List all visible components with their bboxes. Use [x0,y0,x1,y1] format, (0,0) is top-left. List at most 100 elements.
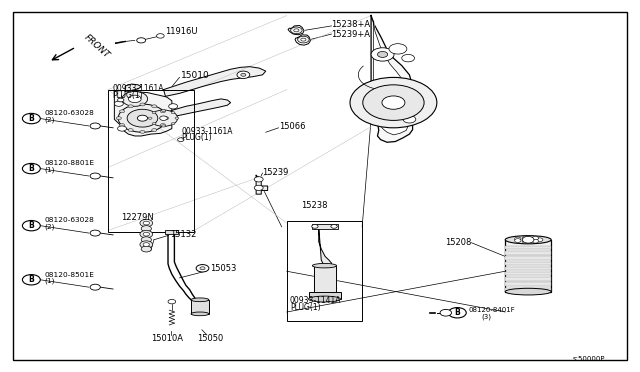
Circle shape [161,110,166,113]
Bar [108,90,194,232]
Text: PLUG(1): PLUG(1) [290,303,321,312]
Polygon shape [374,21,408,135]
Circle shape [162,109,166,112]
Circle shape [403,116,416,123]
Circle shape [171,122,175,125]
Circle shape [128,129,133,132]
Circle shape [138,115,148,121]
Polygon shape [371,16,413,142]
Circle shape [141,246,152,252]
Circle shape [298,36,309,43]
Text: 08120-8501E: 08120-8501E [44,272,94,278]
Circle shape [449,308,467,318]
Circle shape [152,105,157,108]
Text: 12279N: 12279N [121,213,154,222]
Text: 15208: 15208 [445,238,472,247]
Circle shape [120,124,125,126]
Text: 15066: 15066 [279,122,306,131]
Bar [505,240,551,292]
Circle shape [164,117,169,120]
Circle shape [515,237,521,241]
Text: 00933-1161A: 00933-1161A [113,84,164,93]
Bar [505,267,551,270]
Circle shape [160,116,168,121]
Circle shape [389,44,407,54]
Bar [505,256,551,260]
Bar [287,221,362,321]
Bar [191,300,209,314]
Text: 15239+A: 15239+A [332,29,371,39]
Circle shape [171,112,175,114]
Bar [166,231,178,234]
Polygon shape [319,227,332,267]
Polygon shape [164,99,230,118]
Ellipse shape [312,263,337,268]
Text: (1): (1) [44,278,54,284]
Text: PLUG(1): PLUG(1) [113,91,143,100]
Circle shape [128,105,133,108]
Text: (3): (3) [481,314,491,320]
Polygon shape [164,67,266,96]
Text: B: B [28,221,34,230]
Circle shape [140,131,145,134]
Circle shape [140,231,153,238]
Circle shape [177,138,184,141]
Circle shape [129,95,141,103]
Circle shape [150,110,177,126]
Circle shape [440,310,452,316]
Text: 15132: 15132 [170,230,196,239]
Circle shape [143,232,150,236]
Text: 11916U: 11916U [166,27,198,36]
Bar [505,262,551,265]
Circle shape [140,241,153,248]
Text: 15053: 15053 [210,264,237,273]
Circle shape [532,237,538,240]
Ellipse shape [505,288,551,295]
Text: 08120-8401F: 08120-8401F [468,307,516,313]
Text: 15010A: 15010A [152,334,184,343]
Polygon shape [295,35,310,45]
Circle shape [522,236,529,240]
Polygon shape [288,26,304,35]
Circle shape [116,117,122,120]
Bar [505,272,551,275]
Circle shape [161,124,166,126]
Circle shape [152,129,157,132]
Circle shape [378,51,388,57]
Circle shape [115,101,124,106]
Circle shape [363,85,424,121]
Circle shape [291,27,302,34]
Text: B: B [28,164,34,173]
Circle shape [22,275,40,285]
Text: 15239: 15239 [262,168,289,177]
Circle shape [402,54,415,62]
Circle shape [90,123,100,129]
Circle shape [141,237,152,243]
Circle shape [522,236,534,243]
Ellipse shape [191,312,209,316]
Text: 00933-1141A: 00933-1141A [290,296,342,305]
Circle shape [118,98,124,102]
Circle shape [312,225,318,228]
Circle shape [118,126,127,131]
Bar [312,224,338,229]
Text: PLUG(1): PLUG(1) [181,133,212,142]
Circle shape [143,243,150,246]
Circle shape [162,125,166,127]
Circle shape [382,96,405,109]
Bar [505,288,551,291]
Polygon shape [125,84,141,92]
Bar [505,282,551,286]
Circle shape [152,112,156,114]
Circle shape [169,104,177,109]
Circle shape [168,299,175,304]
Bar [505,251,551,254]
Circle shape [301,38,306,41]
Circle shape [90,173,100,179]
Circle shape [152,122,156,125]
Circle shape [90,284,100,290]
Circle shape [22,113,40,124]
Circle shape [175,117,179,119]
Text: 08120-63028: 08120-63028 [44,218,94,224]
Circle shape [90,230,100,236]
